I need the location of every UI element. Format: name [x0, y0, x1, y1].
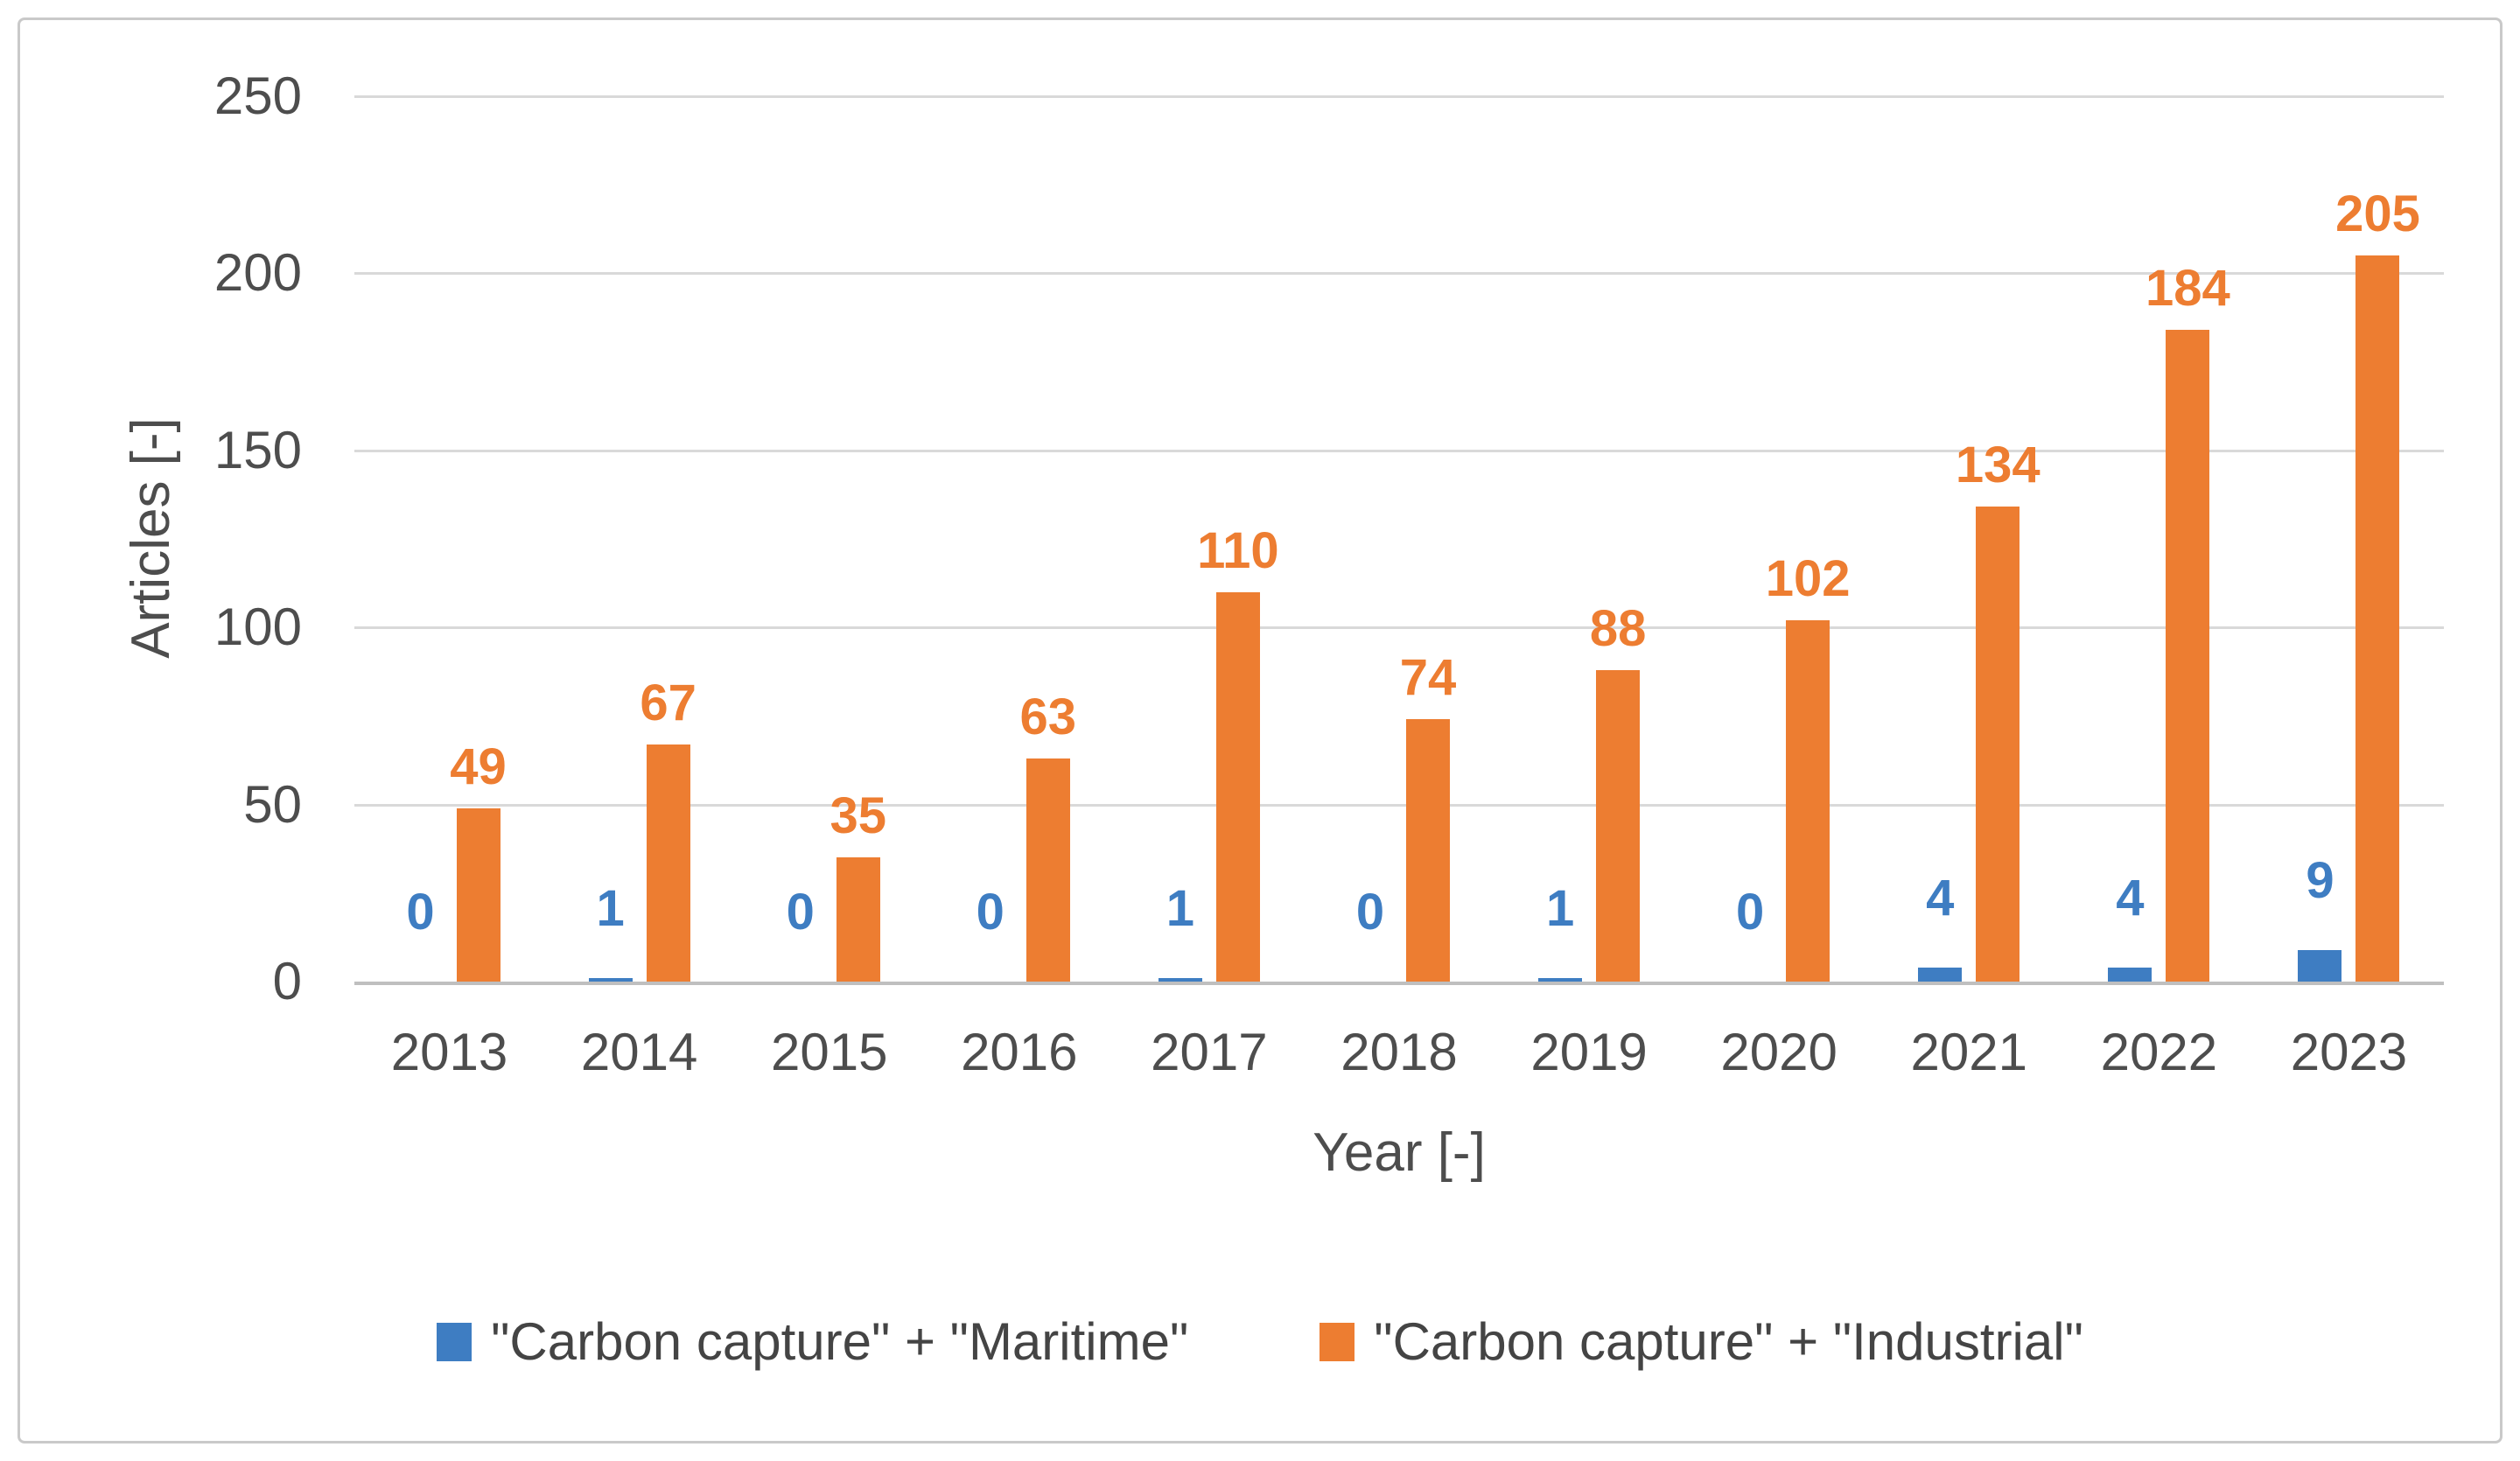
data-label-series1-2019: 1: [1545, 879, 1575, 937]
x-tick-label-2023: 2023: [2290, 1023, 2408, 1081]
legend-swatch-icon: [437, 1323, 472, 1361]
y-tick-label-100: 100: [214, 598, 302, 656]
legend-entry-series1: "Carbon capture" + "Maritime": [437, 1313, 1188, 1371]
x-tick-label-2016: 2016: [961, 1023, 1078, 1081]
x-axis-title: Year [-]: [1312, 1122, 1486, 1183]
data-label-series2-2019: 88: [1589, 599, 1647, 657]
x-tick-label-2015: 2015: [770, 1023, 888, 1081]
bar-series2-2020: [1786, 619, 1830, 982]
bar-series2-2014: [646, 744, 690, 982]
bar-series2-2023: [2356, 255, 2400, 982]
y-tick-label-50: 50: [243, 774, 302, 834]
data-label-series1-2023: 9: [2306, 851, 2334, 909]
data-label-series2-2016: 63: [1019, 688, 1077, 745]
data-label-series2-2022: 184: [2145, 259, 2230, 317]
x-tick-label-2013: 2013: [390, 1023, 508, 1081]
x-axis-line: [354, 982, 2444, 985]
bar-series2-2013: [456, 807, 500, 982]
x-tick-label-2022: 2022: [2100, 1023, 2218, 1081]
legend-entry-series2: "Carbon capture" + "Industrial": [1320, 1313, 2083, 1371]
data-label-series1-2020: 0: [1736, 884, 1765, 940]
bar-series1-2014: [588, 977, 633, 982]
bar-series2-2021: [1976, 507, 2020, 982]
data-label-series2-2018: 74: [1399, 649, 1457, 707]
gridline-200: [354, 272, 2444, 275]
gridline-100: [354, 626, 2444, 629]
bar-series1-2019: [1538, 977, 1583, 982]
bar-series2-2016: [1026, 758, 1070, 982]
data-label-series1-2014: 1: [596, 879, 625, 937]
x-tick-label-2021: 2021: [1910, 1023, 2027, 1081]
y-tick-label-250: 250: [214, 66, 302, 125]
bar-series2-2019: [1596, 669, 1641, 982]
x-tick-label-2019: 2019: [1530, 1023, 1648, 1081]
gridline-250: [354, 94, 2444, 98]
data-label-series1-2017: 1: [1166, 879, 1195, 937]
y-tick-label-150: 150: [214, 420, 302, 479]
bar-series2-2022: [2166, 329, 2210, 982]
y-tick-label-0: 0: [272, 952, 302, 1010]
data-label-series1-2022: 4: [2116, 869, 2145, 926]
legend-swatch-icon: [1320, 1323, 1355, 1361]
legend: "Carbon capture" + "Maritime" "Carbon cap…: [20, 1313, 2500, 1371]
data-label-series2-2013: 49: [450, 737, 507, 795]
data-label-series2-2014: 67: [640, 674, 696, 731]
y-tick-label-200: 200: [214, 243, 302, 302]
bar-series1-2023: [2298, 949, 2342, 982]
data-label-series2-2021: 134: [1955, 437, 2040, 494]
legend-label: "Carbon capture" + "Industrial": [1374, 1312, 2083, 1371]
data-label-series2-2015: 35: [830, 787, 886, 845]
gridline-150: [354, 449, 2444, 452]
x-tick-label-2014: 2014: [580, 1023, 698, 1081]
x-tick-label-2017: 2017: [1151, 1023, 1268, 1081]
x-tick-label-2020: 2020: [1720, 1023, 1838, 1081]
bar-series1-2021: [1918, 967, 1963, 982]
data-label-series2-2020: 102: [1765, 549, 1851, 607]
data-label-series1-2018: 0: [1355, 884, 1385, 940]
data-label-series1-2013: 0: [406, 884, 435, 940]
bar-series2-2015: [836, 857, 880, 982]
bar-series2-2018: [1406, 719, 1450, 982]
data-label-series2-2023: 205: [2335, 185, 2420, 242]
bar-series1-2017: [1158, 977, 1202, 982]
gridline-50: [354, 803, 2444, 807]
chart-frame: 0 50 100 150 200 250 0 49 2013 1 67 2014 0 35 2015 0 63 2…: [18, 17, 2502, 1444]
data-label-series1-2021: 4: [1926, 869, 1955, 926]
plot-area: 0 50 100 150 200 250 0 49 2013 1 67 2014 0 35 2015 0 63 2…: [20, 20, 2500, 1441]
bar-series1-2022: [2108, 967, 2152, 982]
bar-series2-2017: [1215, 591, 1260, 982]
y-axis-title: Articles [-]: [121, 417, 181, 659]
data-label-series2-2017: 110: [1197, 521, 1279, 579]
data-label-series1-2016: 0: [976, 884, 1004, 940]
x-tick-label-2018: 2018: [1340, 1023, 1458, 1081]
data-label-series1-2015: 0: [786, 884, 815, 940]
legend-label: "Carbon capture" + "Maritime": [491, 1312, 1189, 1371]
